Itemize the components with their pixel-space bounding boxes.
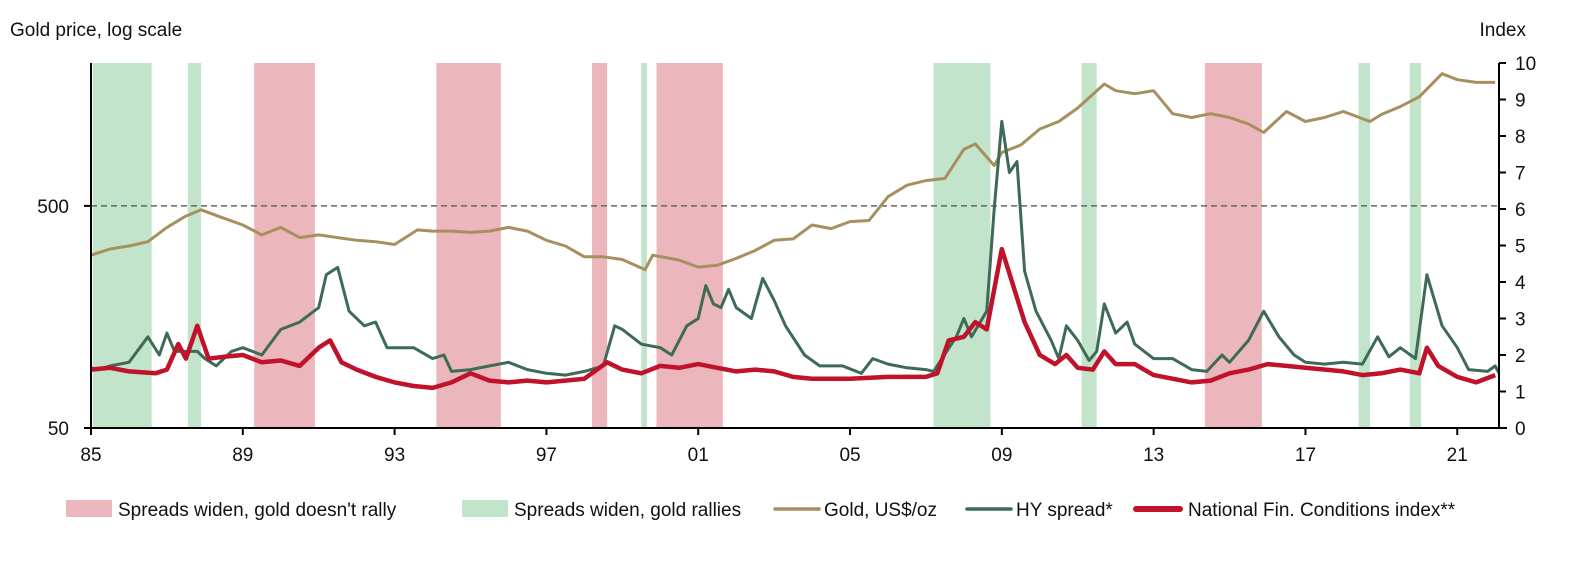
band-rally — [933, 63, 991, 428]
legend-swatch-rally — [462, 500, 508, 517]
hy-spread-line — [90, 119, 1501, 377]
x-tick-label: 89 — [232, 445, 253, 466]
band-no-rally — [254, 63, 315, 428]
left-axis-title: Gold price, log scale — [10, 20, 182, 41]
nfci-line — [90, 246, 1497, 391]
x-tick-label: 05 — [839, 445, 860, 466]
gold-line — [90, 72, 1496, 272]
x-tick-label: 17 — [1295, 445, 1316, 466]
left-tick-label: 500 — [37, 197, 69, 218]
legend-label-hy-spread-line: HY spread* — [1016, 500, 1113, 521]
right-tick-label: 8 — [1515, 127, 1526, 148]
x-tick-label: 09 — [991, 445, 1012, 466]
band-rally — [641, 63, 647, 428]
right-tick-label: 4 — [1515, 273, 1526, 294]
legend-label-gold-line: Gold, US$/oz — [824, 500, 937, 521]
x-tick-label: 97 — [536, 445, 557, 466]
right-tick-label: 9 — [1515, 91, 1526, 112]
band-rally — [187, 63, 202, 428]
right-tick-label: 0 — [1515, 419, 1526, 440]
right-tick-label: 1 — [1515, 383, 1526, 404]
band-no-rally — [591, 63, 608, 428]
right-tick-label: 6 — [1515, 200, 1526, 221]
x-tick-label: 93 — [384, 445, 405, 466]
band-rally — [1081, 63, 1097, 428]
legend-label-rally: Spreads widen, gold rallies — [514, 500, 741, 521]
right-tick-label: 3 — [1515, 310, 1526, 331]
legend-label-no-rally: Spreads widen, gold doesn't rally — [118, 500, 397, 521]
legend-label-nfci-line: National Fin. Conditions index** — [1188, 500, 1456, 521]
x-tick-label: 13 — [1143, 445, 1164, 466]
legend-swatch-no-rally — [66, 500, 112, 517]
shaded-bands — [92, 63, 1422, 428]
x-tick-label: 21 — [1447, 445, 1468, 466]
right-tick-label: 5 — [1515, 237, 1526, 258]
right-tick-label: 2 — [1515, 346, 1526, 367]
series-lines — [90, 72, 1501, 391]
right-tick-label: 7 — [1515, 164, 1526, 185]
x-tick-label: 85 — [80, 445, 101, 466]
band-rally — [1409, 63, 1422, 428]
band-rally — [1358, 63, 1370, 428]
right-axis-title: Index — [1480, 20, 1527, 41]
x-tick-label: 01 — [688, 445, 709, 466]
left-tick-label: 50 — [48, 419, 69, 440]
legend: Spreads widen, gold doesn't rally Spreads… — [66, 500, 1456, 521]
right-tick-label: 10 — [1515, 54, 1536, 75]
band-no-rally — [656, 63, 723, 428]
